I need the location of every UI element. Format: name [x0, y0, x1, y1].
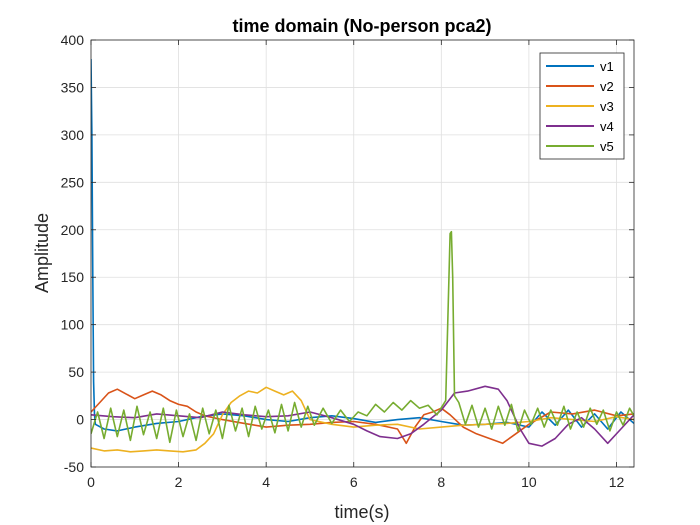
x-tick-label: 12	[609, 474, 625, 490]
y-tick-label: 200	[61, 222, 85, 238]
x-tick-label: 10	[521, 474, 537, 490]
series-layer	[91, 58, 634, 453]
y-tick-label: 350	[61, 79, 85, 95]
x-axis-label: time(s)	[335, 502, 390, 522]
x-tick-labels: 0 2 4 6 8 10 12	[87, 474, 624, 490]
x-tick-label: 0	[87, 474, 95, 490]
y-tick-label: -50	[64, 459, 84, 475]
y-axis-label: Amplitude	[32, 213, 52, 293]
y-tick-label: 300	[61, 127, 85, 143]
y-tick-label: 150	[61, 269, 85, 285]
legend-label-v2: v2	[600, 79, 614, 94]
x-tick-label: 4	[262, 474, 270, 490]
y-tick-label: 50	[68, 364, 84, 380]
x-tick-label: 2	[175, 474, 183, 490]
y-tick-labels: -50 0 50 100 150 200 250 300 350 400	[61, 32, 85, 475]
series-line-v3	[91, 386, 634, 453]
x-tick-label: 8	[437, 474, 445, 490]
ticks	[90, 39, 634, 468]
x-tick-label: 6	[350, 474, 358, 490]
y-tick-label: 100	[61, 317, 85, 333]
legend-label-v1: v1	[600, 59, 614, 74]
y-tick-label: 0	[76, 412, 84, 428]
series-line-v5	[91, 230, 634, 444]
legend: v1 v2 v3 v4 v5	[539, 52, 625, 160]
legend-label-v5: v5	[600, 139, 614, 154]
series-line-v2	[91, 388, 634, 445]
legend-label-v3: v3	[600, 99, 614, 114]
legend-label-v4: v4	[600, 119, 614, 134]
series-line-v4	[91, 385, 634, 447]
axes-box	[90, 39, 635, 468]
chart-title: time domain (No-person pca2)	[232, 16, 491, 36]
y-tick-label: 250	[61, 174, 85, 190]
y-tick-label: 400	[61, 32, 85, 48]
